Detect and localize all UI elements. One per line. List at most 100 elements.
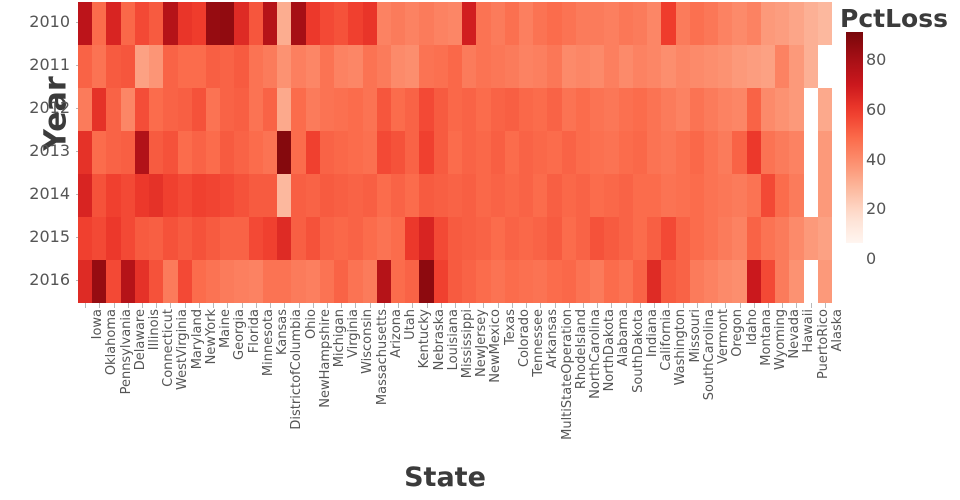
heatmap-cell[interactable] xyxy=(775,2,790,45)
heatmap-cell[interactable] xyxy=(533,2,548,45)
heatmap-cell[interactable] xyxy=(476,45,491,88)
heatmap-cell[interactable] xyxy=(547,88,563,131)
heatmap-cell[interactable] xyxy=(746,45,762,88)
heatmap-cell[interactable] xyxy=(149,174,164,217)
heatmap-cell[interactable] xyxy=(604,217,619,260)
heatmap-cell[interactable] xyxy=(561,131,577,174)
heatmap-cell[interactable] xyxy=(533,217,548,260)
heatmap-cell[interactable] xyxy=(718,174,733,217)
heatmap-cell[interactable] xyxy=(462,174,477,217)
heatmap-cell[interactable] xyxy=(92,2,107,45)
heatmap-cell[interactable] xyxy=(789,217,804,260)
heatmap-cell[interactable] xyxy=(760,174,776,217)
heatmap-cell[interactable] xyxy=(163,2,178,45)
heatmap-cell[interactable] xyxy=(362,2,378,45)
heatmap-cell[interactable] xyxy=(419,2,434,45)
heatmap-cell[interactable] xyxy=(490,2,506,45)
heatmap-cell[interactable] xyxy=(504,88,520,131)
heatmap-cell[interactable] xyxy=(277,45,292,88)
heatmap-cell[interactable] xyxy=(718,260,733,303)
heatmap-cell[interactable] xyxy=(703,217,719,260)
heatmap-cell[interactable] xyxy=(590,174,605,217)
heatmap-cell[interactable] xyxy=(92,88,107,131)
heatmap-cell[interactable] xyxy=(590,217,605,260)
heatmap-cell[interactable] xyxy=(277,260,292,303)
heatmap-cell[interactable] xyxy=(291,217,306,260)
heatmap-cell[interactable] xyxy=(390,131,406,174)
heatmap-cell[interactable] xyxy=(703,2,719,45)
heatmap-cell[interactable] xyxy=(590,260,605,303)
heatmap-cell[interactable] xyxy=(405,45,420,88)
heatmap-cell[interactable] xyxy=(590,88,605,131)
heatmap-cell[interactable] xyxy=(163,131,178,174)
heatmap-cell[interactable] xyxy=(262,45,278,88)
heatmap-cell[interactable] xyxy=(348,217,363,260)
heatmap-cell[interactable] xyxy=(433,131,449,174)
heatmap-cell[interactable] xyxy=(476,217,491,260)
heatmap-cell[interactable] xyxy=(775,45,790,88)
heatmap-cell[interactable] xyxy=(191,88,207,131)
heatmap-cell[interactable] xyxy=(419,131,434,174)
heatmap-cell[interactable] xyxy=(334,88,349,131)
heatmap-cell[interactable] xyxy=(305,45,321,88)
heatmap-cell[interactable] xyxy=(390,45,406,88)
heatmap-cell[interactable] xyxy=(447,174,463,217)
heatmap-cell[interactable] xyxy=(319,217,335,260)
heatmap-cell[interactable] xyxy=(78,88,93,131)
heatmap-cell[interactable] xyxy=(220,174,235,217)
heatmap-cell[interactable] xyxy=(703,131,719,174)
heatmap-cell[interactable] xyxy=(362,88,378,131)
heatmap-cell[interactable] xyxy=(390,217,406,260)
heatmap-cell[interactable] xyxy=(732,45,747,88)
heatmap-cell[interactable] xyxy=(191,174,207,217)
heatmap-cell[interactable] xyxy=(405,260,420,303)
heatmap-cell[interactable] xyxy=(334,131,349,174)
heatmap-cell[interactable] xyxy=(376,260,392,303)
heatmap-cell[interactable] xyxy=(163,45,178,88)
heatmap-cell[interactable] xyxy=(647,131,662,174)
heatmap-cell[interactable] xyxy=(433,260,449,303)
heatmap-cell[interactable] xyxy=(632,131,648,174)
heatmap-cell[interactable] xyxy=(689,217,705,260)
heatmap-cell[interactable] xyxy=(575,131,591,174)
heatmap-cell[interactable] xyxy=(177,174,193,217)
heatmap-cell[interactable] xyxy=(789,260,804,303)
heatmap-cell[interactable] xyxy=(220,88,235,131)
heatmap-cell[interactable] xyxy=(504,131,520,174)
heatmap-cell[interactable] xyxy=(149,88,164,131)
heatmap-cell[interactable] xyxy=(447,2,463,45)
heatmap-cell[interactable] xyxy=(362,131,378,174)
heatmap-cell[interactable] xyxy=(319,45,335,88)
heatmap-cell[interactable] xyxy=(334,2,349,45)
heatmap-cell[interactable] xyxy=(547,2,563,45)
heatmap-cell[interactable] xyxy=(78,260,93,303)
heatmap-cell[interactable] xyxy=(590,2,605,45)
heatmap-cell[interactable] xyxy=(647,174,662,217)
heatmap-cell[interactable] xyxy=(262,131,278,174)
heatmap-cell[interactable] xyxy=(632,217,648,260)
heatmap-cell[interactable] xyxy=(789,45,804,88)
heatmap-cell[interactable] xyxy=(149,45,164,88)
heatmap-cell-empty[interactable] xyxy=(803,131,819,174)
heatmap-cell[interactable] xyxy=(618,45,634,88)
heatmap-cell[interactable] xyxy=(419,88,434,131)
heatmap-cell[interactable] xyxy=(120,260,136,303)
heatmap-cell[interactable] xyxy=(647,88,662,131)
heatmap-cell[interactable] xyxy=(376,174,392,217)
heatmap-cell[interactable] xyxy=(490,131,506,174)
heatmap-cell[interactable] xyxy=(376,217,392,260)
heatmap-cell[interactable] xyxy=(760,260,776,303)
heatmap-cell[interactable] xyxy=(262,260,278,303)
heatmap-cell[interactable] xyxy=(319,88,335,131)
heatmap-cell[interactable] xyxy=(547,217,563,260)
heatmap-cell[interactable] xyxy=(490,174,506,217)
heatmap-cell[interactable] xyxy=(504,2,520,45)
heatmap-cell[interactable] xyxy=(334,45,349,88)
heatmap-cell[interactable] xyxy=(817,88,833,131)
heatmap-cell[interactable] xyxy=(163,88,178,131)
heatmap-cell[interactable] xyxy=(533,260,548,303)
heatmap-cell[interactable] xyxy=(220,2,235,45)
heatmap-cell[interactable] xyxy=(632,45,648,88)
heatmap-cell[interactable] xyxy=(561,260,577,303)
heatmap-cell[interactable] xyxy=(206,217,221,260)
